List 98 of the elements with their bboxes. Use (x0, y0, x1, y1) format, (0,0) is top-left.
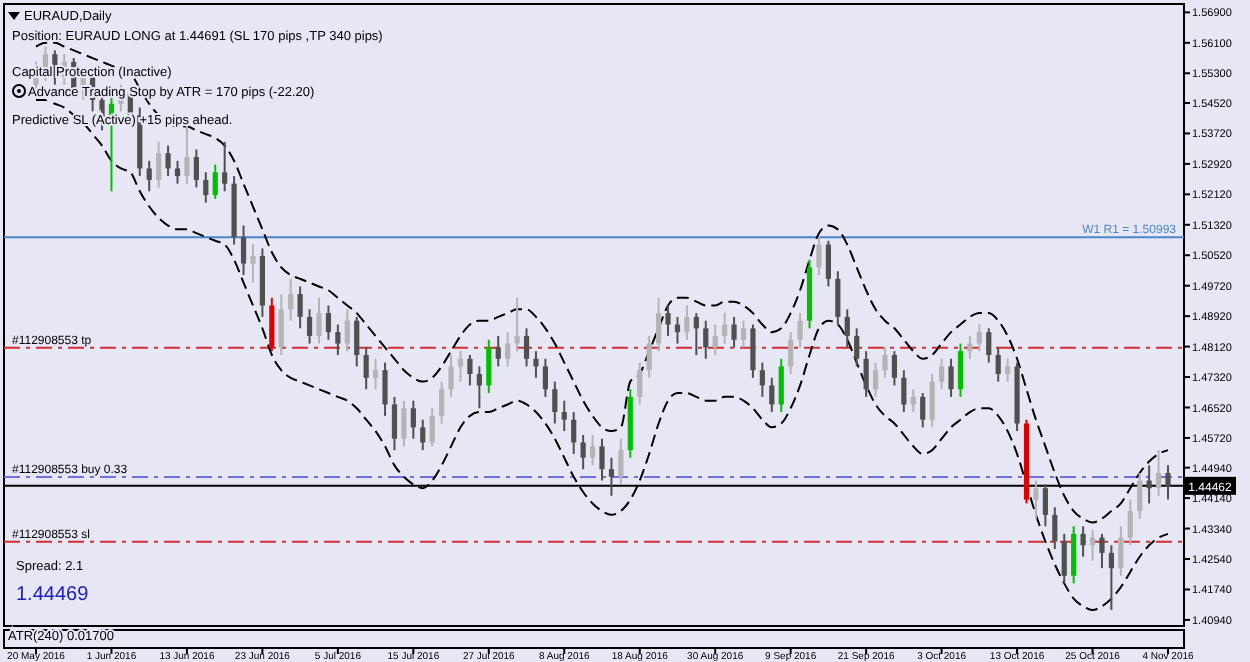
candlestick (580, 433, 586, 471)
candlestick (1080, 525, 1086, 558)
candlestick (363, 346, 369, 391)
candlestick (505, 331, 511, 368)
candlestick (212, 163, 218, 200)
candlestick (533, 350, 539, 379)
candlestick (1165, 464, 1171, 501)
candlestick (882, 346, 888, 379)
candlestick (1155, 449, 1162, 497)
candlestick (967, 334, 973, 360)
candlestick (769, 376, 775, 414)
candlestick (297, 285, 303, 330)
candlestick (872, 361, 879, 398)
candlestick (344, 308, 350, 353)
candlestick (646, 334, 652, 379)
annotation: 1.44469 (16, 584, 90, 606)
candlestick (1099, 532, 1105, 570)
candlestick (1127, 498, 1133, 547)
candlestick (778, 357, 784, 414)
candlestick (1108, 544, 1114, 612)
candlestick (759, 361, 765, 398)
candlestick (976, 323, 982, 353)
candlestick (1071, 525, 1077, 585)
candlestick (1033, 479, 1039, 520)
candlestick (1118, 525, 1124, 577)
candlestick (712, 323, 718, 356)
candlestick (703, 319, 709, 360)
candlestick (684, 304, 690, 341)
candlestick (740, 319, 747, 349)
candlestick (920, 392, 926, 429)
candlestick (288, 277, 294, 322)
candlestick (788, 331, 794, 375)
candlestick (589, 433, 596, 467)
candlestick (410, 399, 416, 440)
candlestick (995, 346, 1001, 383)
candlestick (250, 243, 256, 284)
candlestick (495, 334, 501, 368)
candlestick (439, 380, 445, 425)
candlestick (467, 353, 473, 387)
candlestick (750, 323, 756, 379)
candlestick (1137, 471, 1143, 520)
candlestick (203, 171, 209, 204)
candlestick (325, 304, 332, 341)
candlestick (306, 308, 313, 345)
candlestick (571, 411, 577, 455)
candlestick (382, 361, 388, 417)
candlestick (656, 296, 662, 353)
candlestick (476, 365, 482, 410)
candlestick (816, 235, 822, 277)
candlestick (901, 369, 907, 414)
candlestick (316, 296, 322, 345)
candlestick (269, 296, 275, 353)
candlestick (552, 380, 558, 425)
candlestick (1042, 483, 1048, 528)
candlestick (665, 304, 671, 337)
candlestick (844, 308, 850, 349)
candlestick (391, 395, 398, 452)
candlestick (486, 338, 492, 395)
candlestick (1005, 357, 1011, 383)
candlestick (731, 315, 737, 349)
candlestick (542, 357, 548, 398)
candlestick (278, 293, 284, 356)
candlestick (523, 327, 530, 368)
candlestick (561, 399, 567, 433)
candlestick (825, 239, 831, 288)
candlestick (948, 357, 954, 398)
candlestick (835, 270, 841, 326)
candlestick (957, 342, 964, 398)
candlestick (854, 327, 860, 368)
candlestick (222, 140, 228, 193)
candlestick (174, 159, 181, 185)
candlestick (373, 357, 379, 391)
candlestick (608, 456, 615, 497)
candlestick (240, 224, 247, 277)
candlestick (891, 350, 898, 387)
candlestick (797, 312, 803, 349)
candlestick (1061, 532, 1067, 585)
candlestick (929, 373, 935, 429)
candlestick (637, 361, 643, 406)
candlestick (354, 315, 360, 368)
candlestick (599, 437, 605, 482)
candlestick (193, 148, 199, 189)
candlestick (618, 437, 624, 486)
candlestick (722, 312, 728, 345)
candlestick (429, 407, 435, 448)
candlestick (165, 144, 171, 178)
candlestick (156, 140, 162, 189)
candlestick (939, 357, 945, 391)
candlestick (448, 353, 454, 398)
candlestick (693, 312, 699, 356)
candlestick (146, 159, 152, 193)
candlestick (1052, 506, 1058, 551)
candlestick (514, 296, 520, 353)
candlestick (863, 350, 869, 398)
candlestick (401, 399, 407, 448)
candlestick (986, 327, 992, 364)
candlestick (335, 323, 341, 356)
candlestick (420, 418, 426, 452)
